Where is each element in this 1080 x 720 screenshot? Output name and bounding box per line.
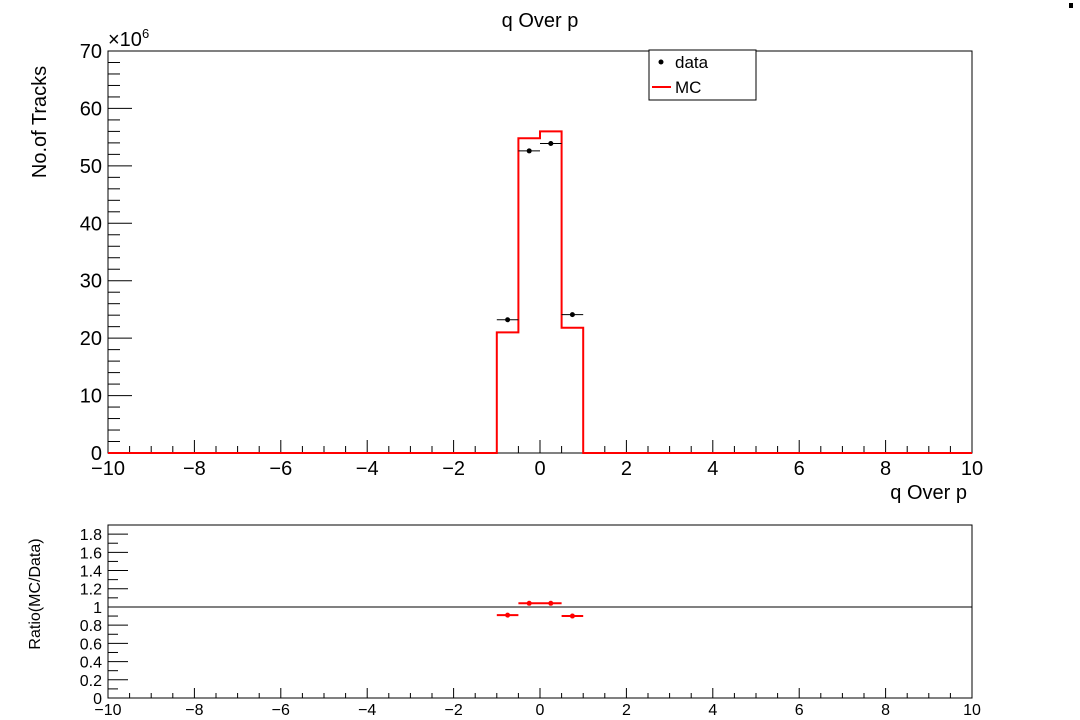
y-tick-label: 0 [93, 691, 102, 708]
y-tick-label: 0.4 [80, 655, 102, 672]
ratio-point [548, 600, 554, 606]
ratio-point [505, 612, 511, 618]
x-tick-label: 2 [622, 702, 631, 719]
y-tick-label: 1.2 [80, 582, 102, 599]
y-multiplier-label: ×106 [108, 26, 149, 51]
y-tick-label: 1.4 [80, 564, 102, 581]
data-point [505, 317, 511, 323]
main-x-ticks: −10 −8 −6 −4 −2 0 2 4 6 8 10 [91, 440, 983, 480]
main-plot-frame [107, 50, 973, 454]
ratio-plot-frame [107, 524, 973, 699]
y-tick-label: 1.6 [80, 545, 102, 562]
x-tick-label: 10 [963, 702, 981, 719]
y-tick-label: 50 [80, 156, 102, 178]
x-tick-label: 0 [534, 458, 545, 480]
ratio-y-ticks: 00.20.4 0.60.811.21.4 1.61.8 [80, 527, 128, 708]
ratio-series-layer [108, 600, 972, 619]
ratio-point [526, 600, 532, 606]
y-tick-label: 0.2 [80, 673, 102, 690]
y-tick-label: 60 [80, 98, 102, 120]
chart-title: q Over p [502, 10, 579, 32]
y-tick-label: 40 [80, 213, 102, 235]
x-tick-label: −8 [183, 458, 206, 480]
y-tick-label: 20 [80, 328, 102, 350]
x-tick-label: 6 [794, 458, 805, 480]
data-point [569, 312, 575, 318]
y-tick-label: 10 [80, 386, 102, 408]
y-tick-label: 1 [93, 600, 102, 617]
x-tick-label: −10 [91, 458, 125, 480]
mc-histogram-line [108, 130, 972, 454]
x-tick-label: −2 [442, 458, 465, 480]
y-tick-label: 0.6 [80, 636, 102, 653]
x-tick-label: −8 [185, 702, 203, 719]
main-y-ticks: 0 10 20 30 40 50 60 70 [80, 41, 132, 465]
x-tick-label: 2 [621, 458, 632, 480]
data-point [548, 140, 554, 146]
ratio-plot-pad: 00.20.40.60.811.21.41.61.8 −10 −8 −6 −4 −2 0 2… [27, 524, 981, 719]
ratio-x-ticks: −10 −8 −6 −4 −2 0 2 4 6 8 10 [94, 688, 981, 719]
x-tick-label: −10 [94, 702, 121, 719]
main-series-layer [108, 130, 972, 454]
x-tick-label: 8 [880, 458, 891, 480]
ratio-point [569, 613, 575, 619]
canvas-corner-marker [1069, 3, 1073, 8]
y-tick-label: 30 [80, 271, 102, 293]
x-tick-label: 0 [536, 702, 545, 719]
legend-data-marker [658, 59, 664, 65]
x-tick-label: 4 [708, 702, 717, 719]
legend-box [648, 49, 757, 101]
legend-data-label: data [675, 53, 709, 72]
x-tick-label: 6 [795, 702, 804, 719]
data-point [526, 148, 532, 154]
legend: data MC [648, 49, 757, 101]
main-y-minor-ticks [108, 61, 120, 443]
ratio-y-axis-label: Ratio(MC/Data) [27, 538, 44, 649]
x-tick-label: −6 [272, 702, 290, 719]
y-axis-label: No.of Tracks [29, 66, 51, 178]
ratio-x-minor-ticks [129, 693, 951, 698]
x-axis-label: q Over p [890, 482, 967, 504]
x-tick-label: 10 [961, 458, 983, 480]
legend-mc-label: MC [675, 78, 701, 97]
x-tick-label: 8 [881, 702, 890, 719]
x-tick-label: −6 [269, 458, 292, 480]
x-tick-label: −2 [444, 702, 462, 719]
x-tick-label: −4 [358, 702, 376, 719]
y-tick-label: 0 [91, 443, 102, 465]
y-tick-label: 1.8 [80, 527, 102, 544]
ratio-y-minor-ticks [108, 524, 118, 690]
y-tick-label: 0.8 [80, 618, 102, 635]
y-tick-label: 70 [80, 41, 102, 63]
x-tick-label: −4 [356, 458, 379, 480]
x-tick-label: 4 [707, 458, 718, 480]
